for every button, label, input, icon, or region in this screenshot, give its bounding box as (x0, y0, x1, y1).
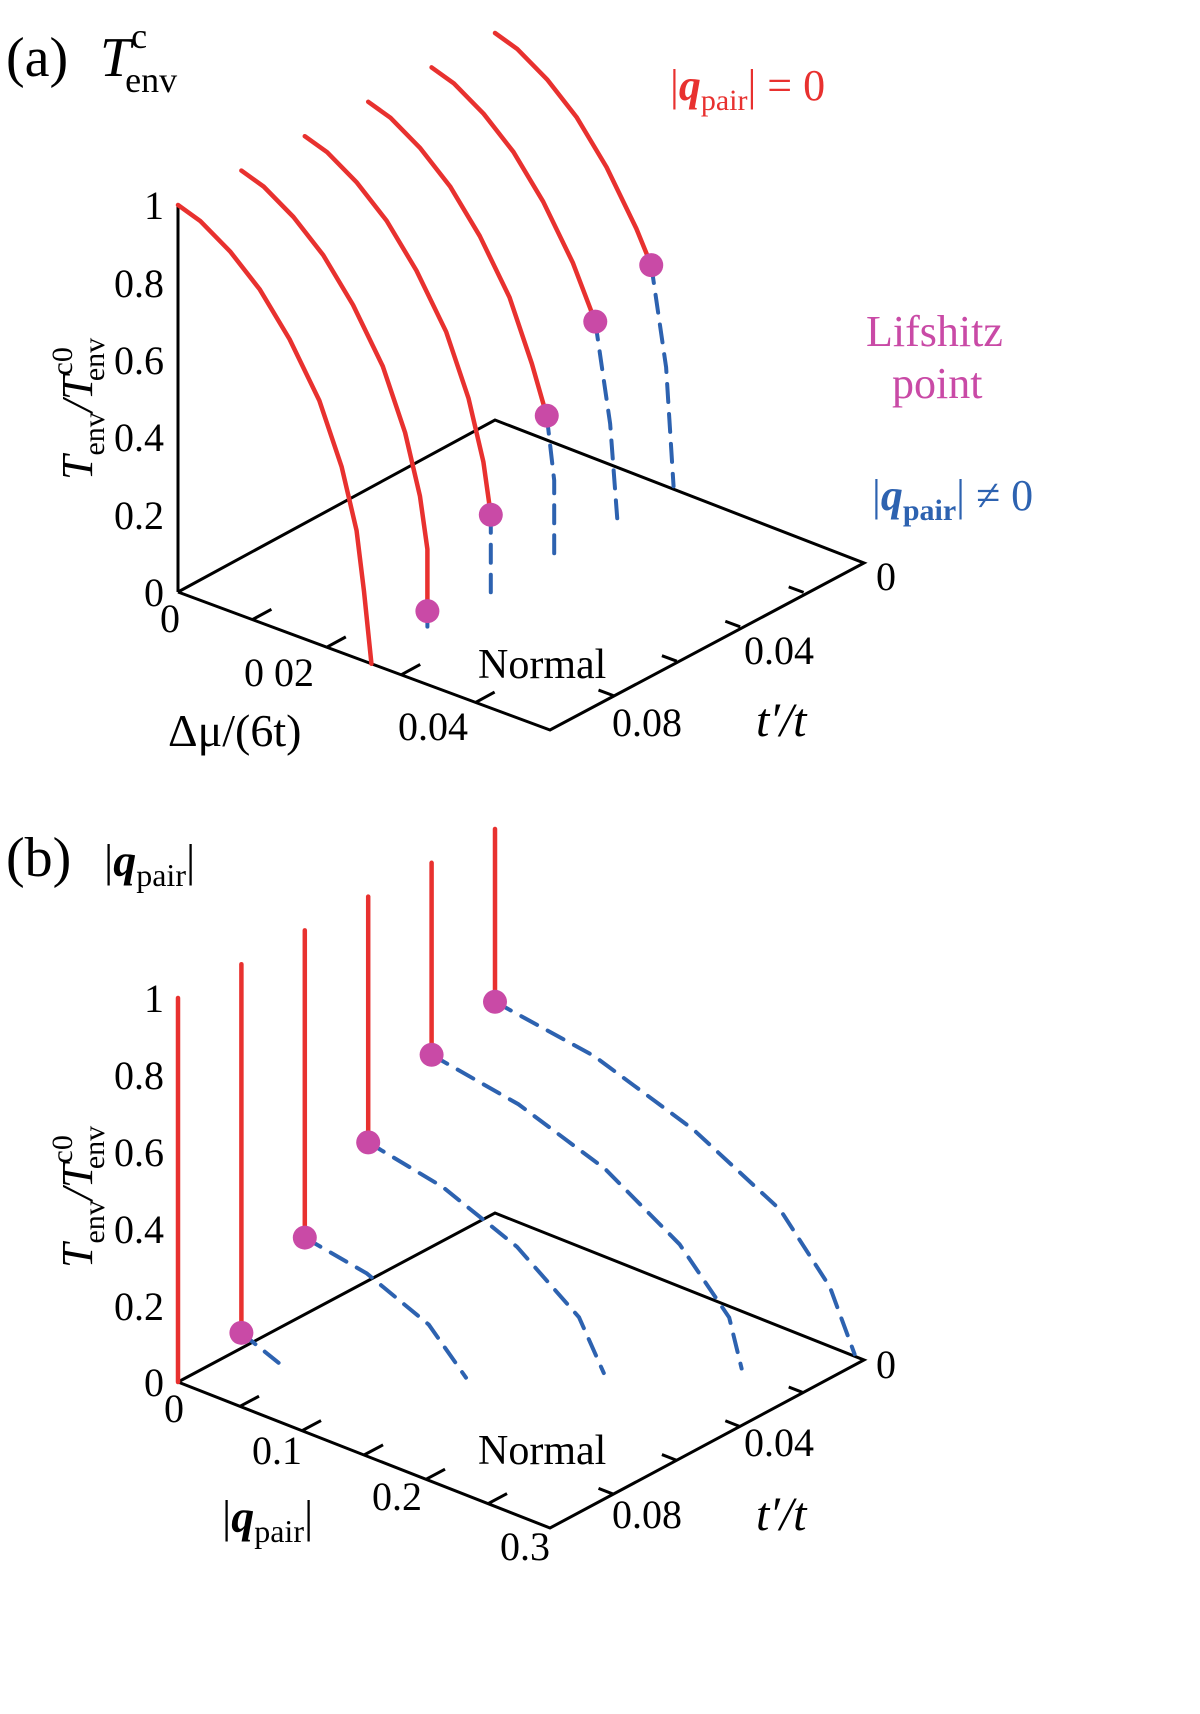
x-tick-mark (487, 1492, 508, 1505)
panel-a-title-main: T (100, 27, 135, 89)
panel-a-floor (177, 418, 868, 732)
panel-a-x-axis-label: Δμ/(6t) (168, 705, 301, 756)
panel-b-label: (b) (6, 827, 71, 889)
panel-b-curves (175, 826, 857, 1505)
panel-b-x-ticks: 0 0.1 0.2 0.3 (164, 1386, 550, 1569)
x-tick-mark (251, 607, 273, 621)
x-tick-mark (239, 1394, 260, 1408)
lifshitz-point-4 (583, 309, 608, 334)
lifshitz-point-1 (229, 1320, 254, 1345)
lifshitz-label-line1: Lifshitz (866, 307, 1003, 356)
panel-a-curves (175, 30, 805, 704)
modulated-phase-line-3 (366, 1140, 606, 1376)
x-tick-label: 0.2 (372, 1474, 422, 1519)
ordered-phase-line-3 (365, 99, 550, 418)
x-tick-mark (301, 1419, 322, 1432)
x-tick-mark (400, 663, 421, 677)
panel-a-title-sup: c (131, 16, 147, 56)
panel-a-region-label: Normal (478, 642, 606, 688)
z-tick-label: 0.2 (114, 493, 164, 538)
z-tick-label: 0.4 (114, 1207, 164, 1252)
panel-b-title: |qpair| (104, 835, 195, 893)
y-tick-label: 0.08 (612, 700, 682, 745)
modulated-phase-line-5 (649, 263, 676, 489)
z-tick-label: 0 (144, 570, 164, 615)
svg-text:Tenv/Tc0env: Tenv/Tc0env (46, 338, 111, 480)
legend-ordered-phase: |qpair| = 0 (670, 61, 825, 117)
lifshitz-point-1 (415, 599, 440, 624)
panel-a: (a) Tc env 0 0.2 0.4 0.6 0.8 1 0 0 02 0.0… (6, 16, 1033, 756)
lifshitz-label-line2: point (892, 359, 982, 408)
panel-a-title: Tc env (100, 16, 177, 100)
x-tick-mark (474, 690, 496, 704)
x-tick-mark (326, 635, 347, 649)
y-tick-mark (597, 1486, 614, 1496)
y-tick-mark (788, 1385, 805, 1395)
modulated-phase-line-4 (593, 319, 620, 526)
ordered-phase-line-4 (429, 65, 598, 324)
lifshitz-point-3 (356, 1130, 381, 1155)
y-tick-mark (724, 619, 741, 629)
modulated-phase-line-3 (544, 413, 557, 560)
y-tick-label: 0.04 (744, 628, 814, 673)
y-tick-mark (724, 1419, 741, 1428)
modulated-phase-line-4 (429, 1052, 744, 1371)
z-tick-label: 0.8 (114, 1053, 164, 1098)
modulated-phase-line-5 (493, 999, 857, 1357)
svg-text:Tenv/Tc0env: Tenv/Tc0env (46, 1126, 111, 1268)
panel-b-z-axis-label: Tenv/Tc0env (46, 1126, 111, 1268)
y-tick-label: 0 (876, 1342, 896, 1387)
x-tick-label: 0 02 (244, 650, 314, 695)
x-tick-mark (425, 1467, 446, 1481)
y-tick-mark (661, 1453, 678, 1462)
z-tick-label: 1 (144, 183, 164, 228)
ordered-phase-line-2 (302, 133, 494, 518)
x-tick-label: 0 (160, 596, 180, 641)
y-tick-mark (661, 654, 678, 663)
panel-b-region-label: Normal (478, 1428, 606, 1474)
ordered-phase-line-5 (492, 30, 654, 268)
z-tick-label: 0.6 (114, 338, 164, 383)
panel-a-y-axis-label: t′/t (756, 694, 808, 747)
z-tick-label: 1 (144, 976, 164, 1021)
panel-b: (b) |qpair| 0 0.2 0.4 0.6 0.8 1 0 0.1 0.… (6, 826, 896, 1569)
z-tick-label: 0.2 (114, 1284, 164, 1329)
lifshitz-point-4 (419, 1042, 444, 1067)
lifshitz-point-5 (639, 253, 664, 278)
panel-b-y-ticks: 0 0.04 0.08 (612, 1342, 896, 1537)
z-tick-label: 0.8 (114, 261, 164, 306)
panel-b-y-axis-label: t′/t (756, 1488, 808, 1541)
y-tick-mark (597, 688, 614, 698)
y-tick-label: 0.08 (612, 1492, 682, 1537)
y-tick-mark (788, 585, 805, 594)
x-tick-mark (363, 1443, 384, 1457)
panel-a-label: (a) (6, 27, 68, 89)
ordered-phase-line-0 (175, 202, 374, 667)
modulated-phase-line-2 (302, 1235, 468, 1380)
panel-a-x-ticks: 0 0 02 0.04 (160, 596, 468, 749)
z-tick-label: 0.4 (114, 415, 164, 460)
panel-b-x-axis-label: |qpair| (222, 1491, 313, 1549)
lifshitz-point-3 (534, 403, 559, 428)
panel-a-z-ticks: 0 0.2 0.4 0.6 0.8 1 (114, 183, 164, 615)
x-tick-label: 0.3 (500, 1524, 550, 1569)
x-tick-label: 0.04 (398, 704, 468, 749)
panel-a-title-sub: env (125, 60, 177, 100)
ordered-phase-line-1 (239, 168, 430, 614)
panel-b-floor (177, 1211, 868, 1530)
panel-a-y-ticks: 0 0.04 0.08 (612, 554, 896, 745)
x-tick-label: 0.1 (252, 1428, 302, 1473)
lifshitz-point-2 (478, 502, 503, 527)
y-tick-label: 0.04 (744, 1420, 814, 1465)
lifshitz-point-2 (292, 1225, 317, 1250)
z-tick-label: 0.6 (114, 1130, 164, 1175)
panel-b-z-ticks: 0 0.2 0.4 0.6 0.8 1 (114, 976, 164, 1405)
y-tick-label: 0 (876, 554, 896, 599)
x-tick-label: 0 (164, 1386, 184, 1431)
lifshitz-point-5 (483, 989, 507, 1014)
panel-a-z-axis-label: Tenv/Tc0env (46, 338, 111, 480)
z-tick-label: 0 (144, 1360, 164, 1405)
legend-modulated-phase: |qpair| ≠ 0 (872, 471, 1033, 527)
